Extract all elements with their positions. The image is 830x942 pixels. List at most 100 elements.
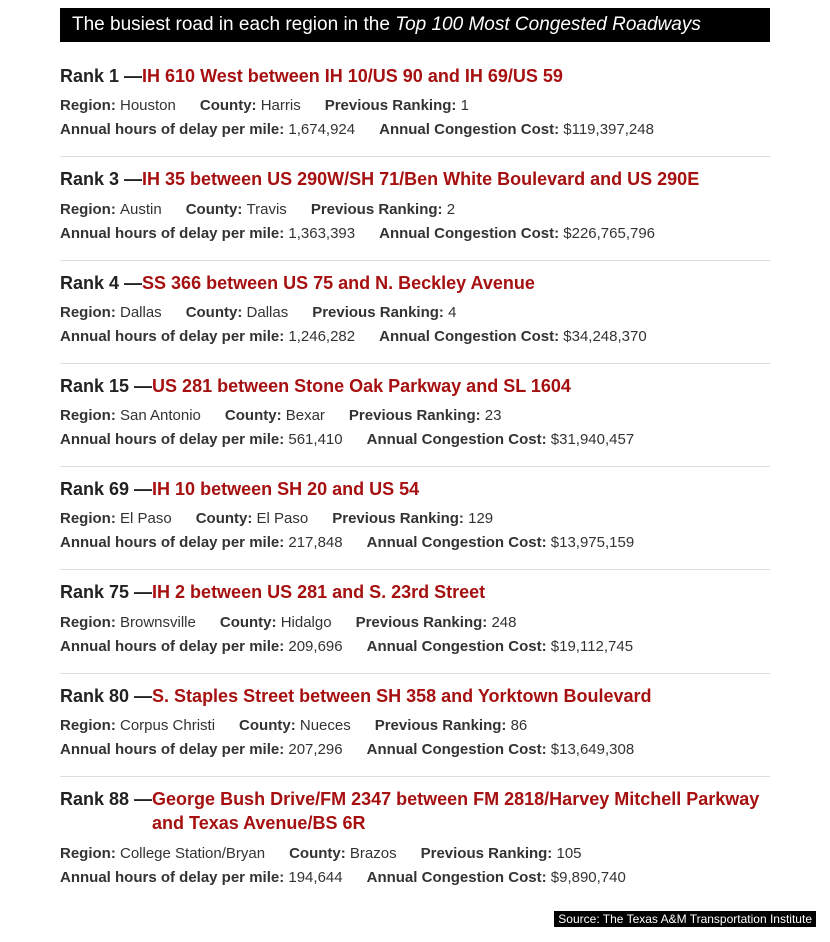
region-pair: Region: Brownsville [60, 611, 196, 635]
annual-cost-label: Annual Congestion Cost: [379, 328, 563, 345]
region-pair: Region: College Station/Bryan [60, 842, 265, 866]
previous-ranking-value: 1 [461, 97, 469, 114]
annual-hours-label: Annual hours of delay per mile: [60, 869, 288, 886]
annual-hours-label: Annual hours of delay per mile: [60, 638, 288, 655]
entry: Rank 1 — IH 610 West between IH 10/US 90… [60, 54, 770, 157]
road-name: IH 2 between US 281 and S. 23rd Street [152, 580, 485, 604]
region-label: Region: [60, 304, 120, 321]
annual-cost-value: $34,248,370 [563, 328, 646, 345]
meta-row-2: Annual hours of delay per mile: 561,410A… [60, 428, 770, 452]
annual-cost-pair: Annual Congestion Cost: $31,940,457 [367, 428, 635, 452]
annual-cost-pair: Annual Congestion Cost: $34,248,370 [379, 325, 647, 349]
meta-row-1: Region: Houston County: Harris Previous Ra… [60, 94, 770, 118]
county-label: County: [239, 717, 300, 734]
annual-hours-pair: Annual hours of delay per mile: 1,674,92… [60, 118, 355, 142]
county-pair: County: Nueces [239, 714, 351, 738]
region-value: Austin [120, 201, 162, 218]
previous-ranking-label: Previous Ranking: [325, 97, 461, 114]
previous-ranking-pair: Previous Ranking: 4 [312, 301, 456, 325]
previous-ranking-value: 23 [485, 407, 502, 424]
source-text: Source: The Texas A&M Transportation Ins… [554, 911, 816, 927]
entry: Rank 15 — US 281 between Stone Oak Parkw… [60, 364, 770, 467]
county-pair: County: Hidalgo [220, 611, 332, 635]
county-pair: County: El Paso [196, 507, 309, 531]
rank-line: Rank 80 — S. Staples Street between SH 3… [60, 684, 770, 708]
header-prefix: The busiest road in each region in the [72, 14, 395, 35]
annual-cost-value: $226,765,796 [563, 225, 655, 242]
meta-row-1: Region: DallasCounty: DallasPrevious Ran… [60, 301, 770, 325]
rank-prefix: Rank 75 — [60, 580, 152, 604]
previous-ranking-value: 248 [491, 614, 516, 631]
previous-ranking-label: Previous Ranking: [311, 201, 447, 218]
meta-row-2: Annual hours of delay per mile: 1,674,92… [60, 118, 770, 142]
county-pair: County: Harris [200, 94, 301, 118]
rank-line: Rank 1 — IH 610 West between IH 10/US 90… [60, 64, 770, 88]
annual-hours-label: Annual hours of delay per mile: [60, 121, 288, 138]
meta-row-2: Annual hours of delay per mile: 1,363,39… [60, 222, 770, 246]
county-value: El Paso [257, 510, 309, 527]
meta-row-2: Annual hours of delay per mile: 194,644A… [60, 866, 770, 890]
annual-hours-pair: Annual hours of delay per mile: 1,363,39… [60, 222, 355, 246]
previous-ranking-pair: Previous Ranking: 129 [332, 507, 493, 531]
county-value: Nueces [300, 717, 351, 734]
rank-prefix: Rank 69 — [60, 477, 152, 501]
county-value: Dallas [247, 304, 289, 321]
annual-cost-pair: Annual Congestion Cost: $119,397,248 [379, 118, 654, 142]
county-label: County: [186, 304, 247, 321]
road-name: IH 10 between SH 20 and US 54 [152, 477, 419, 501]
entry: Rank 75 — IH 2 between US 281 and S. 23r… [60, 570, 770, 673]
annual-cost-pair: Annual Congestion Cost: $19,112,745 [367, 635, 633, 659]
road-name: S. Staples Street between SH 358 and Yor… [152, 684, 651, 708]
region-pair: Region: Corpus Christi [60, 714, 215, 738]
annual-cost-label: Annual Congestion Cost: [367, 534, 551, 551]
county-label: County: [186, 201, 247, 218]
header-italic: Top 100 Most Congested Roadways [395, 14, 701, 35]
meta-row-2: Annual hours of delay per mile: 217,848 A… [60, 531, 770, 555]
region-label: Region: [60, 201, 120, 218]
region-value: Houston [120, 97, 176, 114]
road-name: IH 35 between US 290W/SH 71/Ben White Bo… [142, 167, 699, 191]
annual-hours-value: 194,644 [288, 869, 342, 886]
annual-cost-label: Annual Congestion Cost: [367, 741, 551, 758]
rank-prefix: Rank 3 — [60, 167, 142, 191]
annual-cost-value: $13,975,159 [551, 534, 634, 551]
region-pair: Region: El Paso [60, 507, 172, 531]
county-pair: County: Travis [186, 198, 287, 222]
previous-ranking-value: 4 [448, 304, 456, 321]
annual-cost-value: $19,112,745 [551, 638, 633, 655]
rank-line: Rank 88 — George Bush Drive/FM 2347 betw… [60, 787, 770, 836]
rank-prefix: Rank 88 — [60, 787, 152, 836]
county-label: County: [200, 97, 261, 114]
county-pair: County: Bexar [225, 404, 325, 428]
region-value: Brownsville [120, 614, 196, 631]
annual-cost-value: $9,890,740 [551, 869, 626, 886]
road-name: George Bush Drive/FM 2347 between FM 281… [152, 787, 770, 836]
annual-hours-pair: Annual hours of delay per mile: 207,296 [60, 738, 343, 762]
county-value: Bexar [286, 407, 325, 424]
rank-line: Rank 69 — IH 10 between SH 20 and US 54 [60, 477, 770, 501]
rank-prefix: Rank 1 — [60, 64, 142, 88]
road-name: SS 366 between US 75 and N. Beckley Aven… [142, 271, 535, 295]
annual-cost-value: $119,397,248 [563, 121, 654, 138]
rank-line: Rank 15 — US 281 between Stone Oak Parkw… [60, 374, 770, 398]
region-label: Region: [60, 510, 120, 527]
road-name: US 281 between Stone Oak Parkway and SL … [152, 374, 571, 398]
previous-ranking-pair: Previous Ranking: 86 [375, 714, 528, 738]
annual-hours-value: 1,246,282 [288, 328, 355, 345]
meta-row-1: Region: BrownsvilleCounty: HidalgoPrevio… [60, 611, 770, 635]
region-label: Region: [60, 717, 120, 734]
county-pair: County: Brazos [289, 842, 397, 866]
meta-row-2: Annual hours of delay per mile: 209,696A… [60, 635, 770, 659]
region-pair: Region: Houston [60, 94, 176, 118]
annual-hours-value: 207,296 [288, 741, 342, 758]
region-label: Region: [60, 97, 120, 114]
annual-hours-pair: Annual hours of delay per mile: 217,848 [60, 531, 343, 555]
county-value: Hidalgo [281, 614, 332, 631]
annual-cost-label: Annual Congestion Cost: [367, 638, 551, 655]
region-label: Region: [60, 407, 120, 424]
page-header: The busiest road in each region in the T… [60, 8, 770, 42]
rank-prefix: Rank 80 — [60, 684, 152, 708]
region-value: Corpus Christi [120, 717, 215, 734]
meta-row-2: Annual hours of delay per mile: 1,246,28… [60, 325, 770, 349]
entry: Rank 80 — S. Staples Street between SH 3… [60, 674, 770, 777]
